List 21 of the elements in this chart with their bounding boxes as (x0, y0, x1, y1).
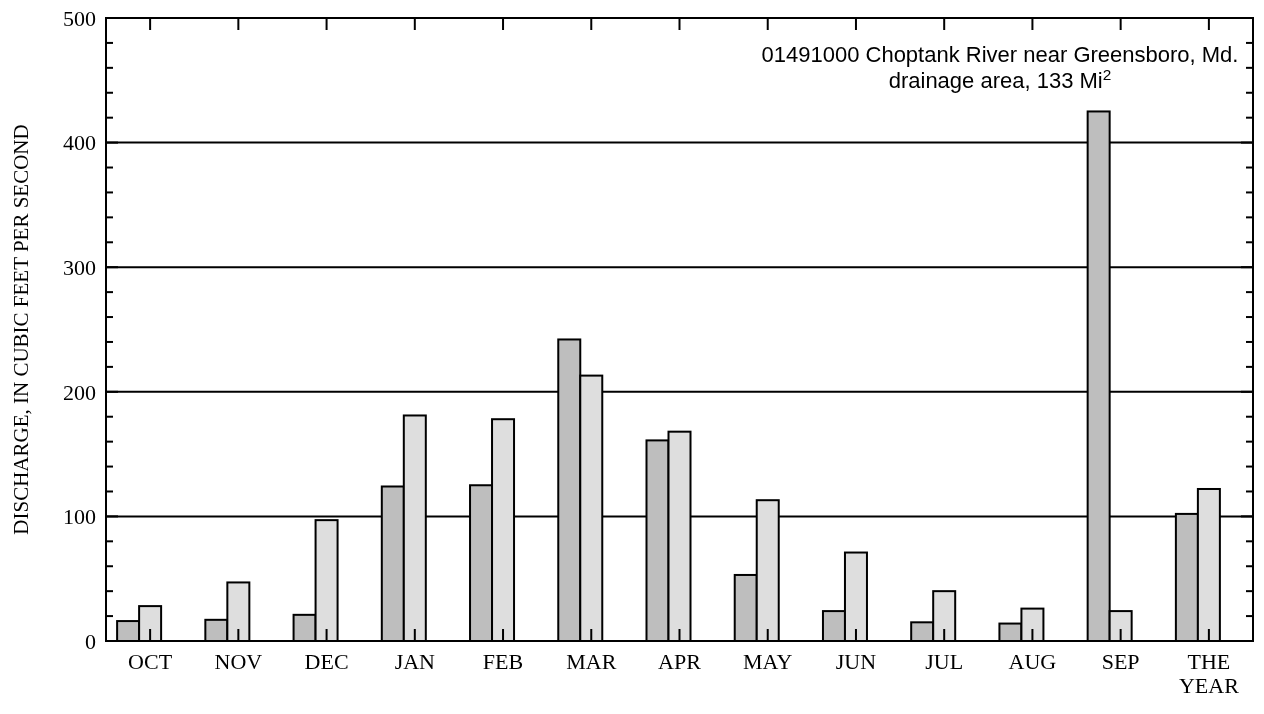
x-tick-label: FEB (482, 649, 524, 674)
x-tick-label: JUN (835, 649, 877, 674)
x-tick-label: OCT (128, 649, 173, 674)
x-tick-label: SEP (1101, 649, 1140, 674)
x-tick-label: DEC (304, 649, 349, 674)
x-tick-label: JAN (394, 649, 436, 674)
y-tick-label: 300 (63, 254, 96, 280)
y-tick-label: 200 (63, 379, 96, 405)
y-tick-label: 500 (63, 5, 96, 31)
x-tick-label: NOV (214, 649, 263, 674)
x-tick-label: THE YEAR (1178, 649, 1240, 698)
y-tick-label: 0 (85, 628, 96, 654)
y-tick-label: 400 (63, 130, 96, 156)
y-axis-title: DISCHARGE, IN CUBIC FEET PER SECOND (9, 124, 33, 535)
y-tick-label: 100 (63, 504, 96, 530)
x-tick-label: AUG (1008, 649, 1057, 674)
x-tick-label: APR (658, 649, 702, 674)
x-tick-label: MAY (743, 649, 793, 674)
x-tick-label: JUL (925, 649, 964, 674)
annotation: 01491000 Choptank River near Greensboro, Md. (761, 42, 1239, 67)
x-tick-label: MAR (566, 649, 617, 674)
